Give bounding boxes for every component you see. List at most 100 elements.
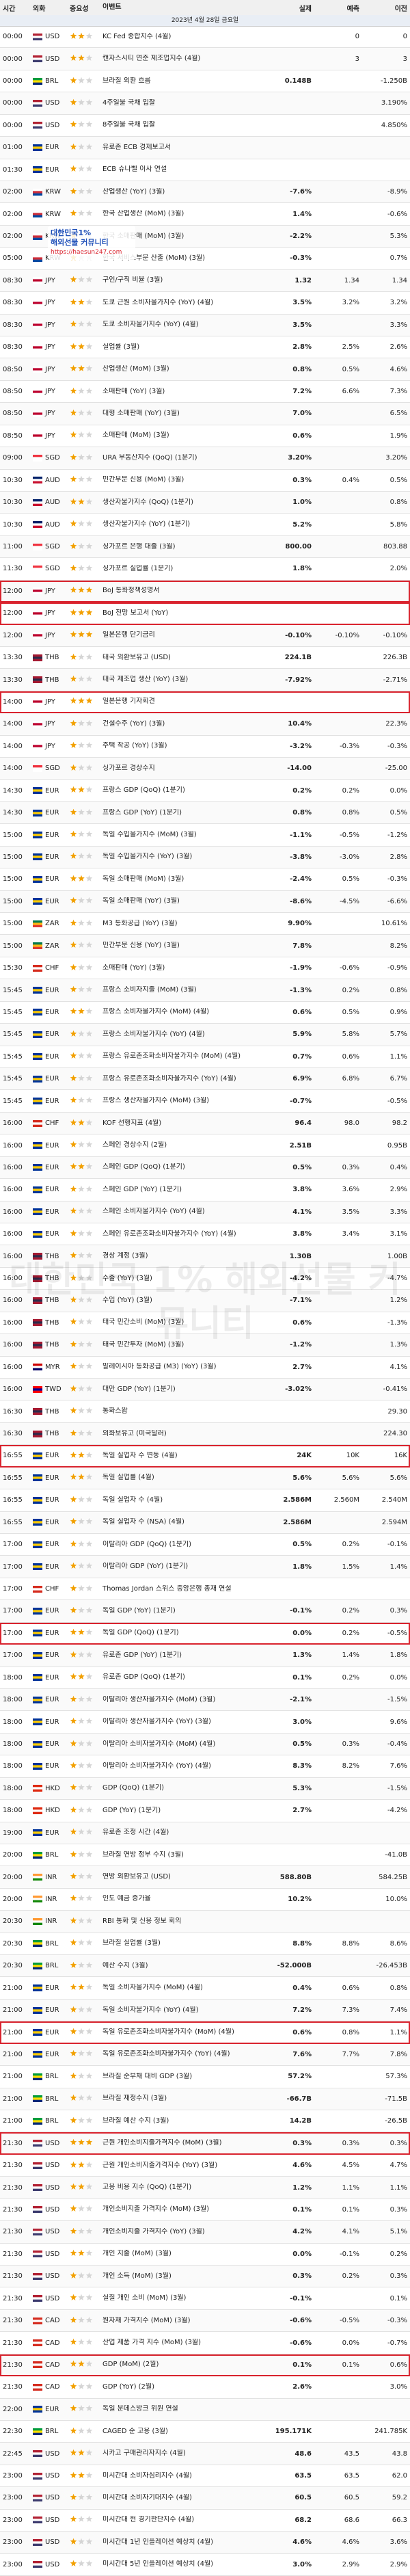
flag-stripe [33, 459, 42, 462]
star [85, 498, 93, 505]
time: 21:00 [3, 2095, 23, 2103]
star [85, 1562, 93, 1569]
event-row: 01:30 EUR ECB 슈나벨 이사 연설 [0, 159, 410, 181]
flag [33, 2117, 42, 2125]
event: 독일 분데스방크 위원 연설 [102, 2405, 178, 2413]
flag [33, 477, 42, 484]
event: 독일 소매판매 (YoY) (3월) [102, 897, 180, 905]
flag-stripe [33, 1612, 42, 1615]
forecast: 98.0 [344, 1119, 359, 1128]
flag-stripe [33, 2408, 42, 2411]
star [70, 1429, 77, 1436]
star [78, 1717, 85, 1724]
importance-stars [70, 2405, 93, 2412]
star [78, 2006, 85, 2013]
flag-stripe [33, 1851, 42, 1855]
previous: -71.5B [385, 2095, 407, 2103]
actual: 800.00 [285, 543, 312, 550]
event: 개인소비지출 가격지수 (MoM) (3월) [102, 2205, 210, 2214]
importance-stars [70, 1806, 93, 1813]
star [78, 609, 85, 615]
time: 15:00 [3, 853, 23, 861]
time: 21:00 [3, 2028, 23, 2036]
flag [33, 2317, 42, 2324]
importance [67, 764, 100, 773]
currency: USD [45, 2516, 60, 2524]
flag-stripe [33, 1457, 42, 1459]
star [85, 2161, 93, 2168]
flag-stripe [33, 2561, 42, 2564]
importance-stars [70, 1872, 93, 1879]
flag [33, 1829, 42, 1837]
star [70, 1274, 77, 1281]
importance [67, 1496, 100, 1505]
flag-stripe [33, 1565, 42, 1568]
star [70, 1230, 77, 1236]
star [70, 121, 77, 128]
importance-stars [70, 1185, 93, 1192]
importance-stars [70, 2516, 93, 2523]
importance [67, 2094, 100, 2103]
event: 4주일물 국채 입찰 [102, 98, 156, 107]
time: 00:00 [3, 55, 23, 63]
flag-stripe [33, 612, 42, 615]
star [78, 32, 85, 39]
flag-stripe [33, 2388, 42, 2391]
flag-stripe [33, 237, 42, 240]
star [85, 165, 93, 172]
star [85, 1163, 93, 1170]
importance [67, 1274, 100, 1284]
column-header: 실제 [299, 5, 312, 13]
event: 미시간대 1년 인플레이션 예상치 (4월) [102, 2538, 214, 2546]
flag [33, 2272, 42, 2280]
flag-stripe [33, 1787, 42, 1790]
importance-stars [70, 1518, 93, 1525]
event-row: 21:30 USD 근원 개인소비지출가격지수 (YoY) (3월) 4.6% 4.5%… [0, 2155, 410, 2177]
star [70, 631, 77, 638]
importance [67, 475, 100, 485]
star [78, 98, 85, 105]
time: 18:00 [3, 1740, 23, 1748]
flag-stripe [33, 942, 42, 945]
star [85, 387, 93, 394]
previous: -1.2% [387, 831, 407, 839]
flag-stripe [33, 1656, 42, 1659]
event: ECB 슈나벨 이사 연설 [102, 165, 167, 174]
star [78, 1606, 85, 1613]
currency-cell: BRL [30, 1851, 67, 1859]
importance [67, 1562, 100, 1571]
star [85, 298, 93, 305]
flag-stripe [33, 769, 42, 772]
currency: EUR [45, 831, 59, 839]
flag-stripe [33, 1080, 42, 1083]
event: 인도 예금 증가율 [102, 1895, 151, 1903]
flag-stripe [33, 127, 42, 129]
actual: 3.8% [292, 1186, 312, 1194]
actual: 2.8% [292, 343, 312, 351]
time: 16:55 [3, 1474, 23, 1482]
importance-stars [70, 919, 93, 926]
star [85, 2250, 93, 2257]
flag [33, 1208, 42, 1216]
date-row: 2023년 4월 28일 금요일 [0, 15, 410, 27]
previous: 1.1% [390, 2183, 407, 2192]
currency: EUR [45, 1607, 59, 1615]
currency-cell: ZAR [30, 920, 67, 927]
importance-stars [70, 1673, 93, 1680]
importance-stars [70, 1141, 93, 1147]
time: 00:00 [3, 99, 23, 107]
currency: EUR [45, 986, 59, 994]
star [70, 165, 77, 172]
event: GDP (QoQ) (1분기) [102, 1784, 165, 1792]
star [70, 187, 77, 194]
flag-stripe [33, 2299, 42, 2302]
previous: 5.6% [390, 1474, 407, 1482]
event-row: 21:30 USD 근원 개인소비지출가격지수 (MoM) (3월) 0.3% 0.3%… [0, 2132, 410, 2155]
star [85, 1540, 93, 1547]
forecast: 4.6% [342, 2538, 359, 2547]
importance-stars [70, 764, 93, 771]
flag-stripe [33, 525, 42, 529]
flag-stripe [33, 1856, 42, 1859]
actual: -66.7B [286, 2095, 312, 2103]
star [70, 498, 77, 505]
